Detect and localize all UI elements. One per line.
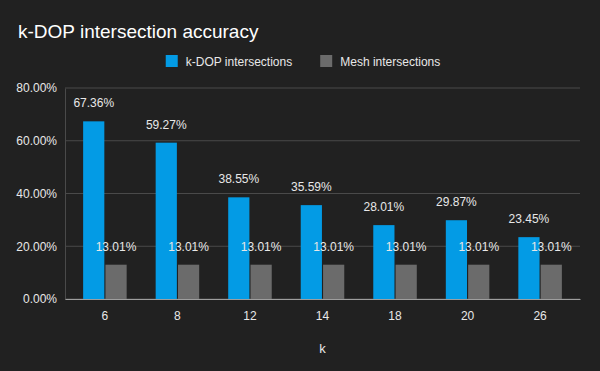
bar [396, 265, 417, 299]
y-axis-line [65, 89, 66, 300]
chart: k-DOP intersection accuracy 0.00% 20.00% 40… [0, 0, 600, 371]
bar [541, 265, 562, 299]
grid-line [65, 140, 580, 141]
data-label: 67.36% [73, 96, 114, 110]
x-tick-label: 8 [174, 309, 181, 323]
bar [446, 220, 467, 299]
bar [178, 265, 199, 299]
x-tick-label: 12 [243, 309, 257, 323]
data-label: 13.01% [96, 240, 137, 254]
x-tick: 6 [102, 299, 109, 323]
x-tick: 26 [533, 299, 547, 323]
data-label: 29.87% [436, 195, 477, 209]
y-tick: 20.00% [16, 240, 65, 254]
x-axis-line [66, 299, 581, 300]
data-label: 13.01% [458, 240, 499, 254]
x-tick-label: 6 [102, 309, 109, 323]
data-label: 13.01% [313, 240, 354, 254]
y-axis: 0.00% 20.00% 40.00% 60.00% 80.00% [16, 81, 65, 306]
y-tick-label: 0.00% [23, 292, 57, 306]
bar [323, 265, 344, 299]
x-tick-label: 26 [533, 309, 547, 323]
bar [105, 265, 126, 299]
bars [83, 121, 562, 299]
x-axis: 6 8 12 14 18 20 26 [66, 299, 581, 323]
y-tick: 60.00% [16, 134, 65, 148]
x-tick: 14 [316, 299, 330, 323]
x-tick: 8 [174, 299, 181, 323]
grid [65, 88, 580, 299]
y-tick: 0.00% [23, 292, 65, 306]
y-tick: 80.00% [16, 81, 65, 95]
data-label: 23.45% [509, 212, 550, 226]
data-label: 13.01% [531, 240, 572, 254]
y-tick: 40.00% [16, 187, 65, 201]
data-label: 13.01% [241, 240, 282, 254]
legend-item: Mesh intersections [320, 55, 440, 69]
x-tick: 12 [243, 299, 257, 323]
grid-line [65, 299, 580, 300]
x-tick: 20 [461, 299, 475, 323]
chart-title: k-DOP intersection accuracy [18, 21, 259, 42]
data-label: 59.27% [146, 118, 187, 132]
x-tick: 18 [388, 299, 402, 323]
bar [83, 121, 104, 299]
bar [468, 265, 489, 299]
legend-label: k-DOP intersections [186, 55, 292, 69]
data-label: 13.01% [386, 240, 427, 254]
y-tick-label: 60.00% [16, 134, 57, 148]
data-label: 35.59% [291, 180, 332, 194]
legend-swatch [320, 55, 332, 67]
legend-label: Mesh intersections [340, 55, 440, 69]
x-tick-label: 18 [388, 309, 402, 323]
y-tick-label: 20.00% [16, 240, 57, 254]
legend-swatch [166, 55, 178, 67]
data-label: 13.01% [168, 240, 209, 254]
bar [156, 143, 177, 299]
y-tick-label: 40.00% [16, 187, 57, 201]
legend-item: k-DOP intersections [166, 55, 292, 69]
bar [251, 265, 272, 299]
data-label: 38.55% [218, 172, 259, 186]
legend: k-DOP intersections Mesh intersections [166, 55, 441, 69]
bar [373, 225, 394, 299]
grid-line [65, 88, 580, 89]
y-tick-label: 80.00% [16, 81, 57, 95]
x-tick-label: 20 [461, 309, 475, 323]
x-tick-label: 14 [316, 309, 330, 323]
data-label: 28.01% [364, 200, 405, 214]
data-labels: 67.36% 59.27% 38.55% 35.59% 28.01% 29.87% 23.4… [73, 96, 572, 253]
x-axis-title: k [319, 341, 326, 356]
background [0, 0, 600, 371]
